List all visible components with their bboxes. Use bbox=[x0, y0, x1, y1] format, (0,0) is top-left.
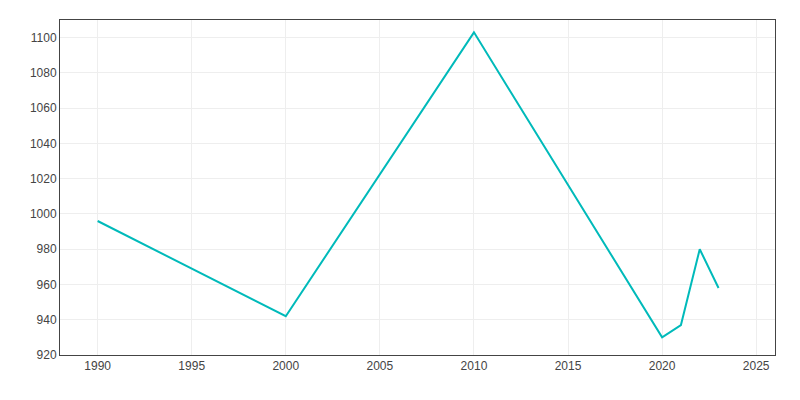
svg-text:2005: 2005 bbox=[367, 359, 394, 373]
svg-text:1080: 1080 bbox=[30, 66, 57, 80]
svg-text:1990: 1990 bbox=[84, 359, 111, 373]
svg-text:2010: 2010 bbox=[461, 359, 488, 373]
svg-text:2020: 2020 bbox=[649, 359, 676, 373]
svg-text:1020: 1020 bbox=[30, 172, 57, 186]
svg-text:1995: 1995 bbox=[178, 359, 205, 373]
svg-text:940: 940 bbox=[37, 313, 57, 327]
svg-text:2015: 2015 bbox=[555, 359, 582, 373]
svg-text:1040: 1040 bbox=[30, 137, 57, 151]
svg-text:2025: 2025 bbox=[743, 359, 770, 373]
svg-text:980: 980 bbox=[37, 242, 57, 256]
svg-text:2000: 2000 bbox=[272, 359, 299, 373]
svg-text:1000: 1000 bbox=[30, 207, 57, 221]
svg-text:960: 960 bbox=[37, 278, 57, 292]
svg-text:1100: 1100 bbox=[31, 31, 57, 45]
svg-text:1060: 1060 bbox=[30, 101, 57, 115]
svg-text:920: 920 bbox=[37, 348, 57, 362]
